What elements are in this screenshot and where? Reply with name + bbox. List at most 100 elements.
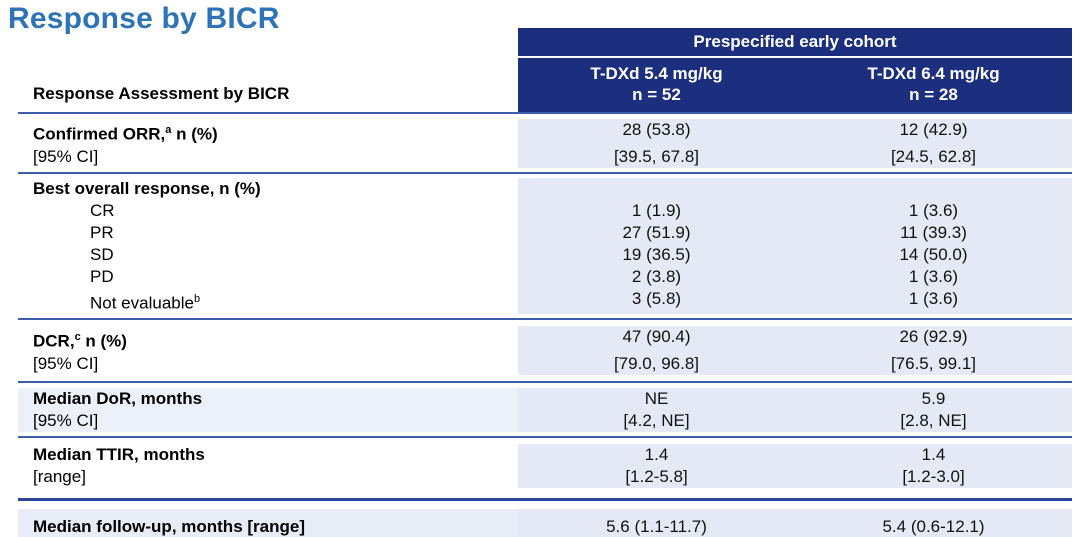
table-row-dcr: DCR,c n (%) 47 (90.4) 26 (92.9) [18, 326, 1072, 353]
value-6-4: [1.2-3.0] [795, 465, 1072, 488]
row-label: Confirmed ORR,a n (%) [18, 119, 518, 146]
table-row-pd: PD 2 (3.8) 1 (3.6) [18, 265, 1072, 288]
response-table: Response Assessment by BICR Prespecified… [18, 28, 1072, 537]
table-row-confirmed-orr: Confirmed ORR,a n (%) 28 (53.8) 12 (42.9… [18, 119, 1072, 146]
row-label-text: Not evaluable [90, 293, 194, 313]
value-5-4: 1.4 [518, 443, 795, 466]
table-row-median-ttir: Median TTIR, months 1.4 1.4 [18, 443, 1072, 466]
row-label-text: [range] [33, 466, 86, 486]
value-5-4: 47 (90.4) [518, 326, 795, 353]
row-label-text: Median TTIR, months [33, 444, 205, 464]
row-label-text: [95% CI] [33, 146, 99, 166]
row-label: [95% CI] [18, 146, 518, 168]
row-label-text: SD [90, 244, 114, 264]
column-header-n: n = 28 [909, 85, 958, 104]
cohort-header-panel: Prespecified early cohort T-DXd 5.4 mg/k… [518, 28, 1072, 112]
row-header-title: Response Assessment by BICR [18, 28, 518, 112]
value-5-4: [4.2, NE] [518, 409, 795, 432]
row-label: CR [18, 200, 518, 222]
column-header-tdxd-5-4: T-DXd 5.4 mg/kg n = 52 [518, 58, 795, 112]
table-row-not-evaluable: Not evaluableb 3 (5.8) 1 (3.6) [18, 287, 1072, 315]
row-label: DCR,c n (%) [18, 326, 518, 353]
row-label-text: [95% CI] [33, 410, 99, 430]
row-label: SD [18, 244, 518, 266]
row-label: Best overall response, n (%) [18, 178, 518, 200]
column-header-n: n = 52 [632, 85, 681, 104]
value-6-4: 26 (92.9) [795, 326, 1072, 353]
value-5-4: 1 (1.9) [518, 199, 795, 222]
row-label-text: PD [90, 266, 114, 286]
value-6-4: 1 (3.6) [795, 199, 1072, 222]
value-6-4: [2.8, NE] [795, 409, 1072, 432]
value-5-4: NE [518, 387, 795, 410]
table-header: Response Assessment by BICR Prespecified… [18, 28, 1072, 112]
row-label: PR [18, 222, 518, 244]
table-row-pr: PR 27 (51.9) 11 (39.3) [18, 221, 1072, 244]
spacer [18, 501, 1072, 509]
section-dcr: DCR,c n (%) 47 (90.4) 26 (92.9) [95% CI]… [18, 318, 1072, 381]
table-row-median-followup: Median follow-up, months [range] 5.6 (1.… [18, 508, 1072, 537]
value-5-4: 19 (36.5) [518, 243, 795, 266]
value-5-4: 5.6 (1.1-11.7) [518, 508, 795, 537]
row-label: [95% CI] [18, 353, 518, 375]
table-row-dcr-ci: [95% CI] [79.0, 96.8] [76.5, 99.1] [18, 352, 1072, 375]
value-6-4: 1 (3.6) [795, 265, 1072, 288]
table-row-sd: SD 19 (36.5) 14 (50.0) [18, 243, 1072, 266]
value-6-4: 1 (3.6) [795, 287, 1072, 315]
row-label-text: Confirmed ORR, [33, 124, 166, 144]
value-5-4: 28 (53.8) [518, 119, 795, 146]
row-label-text: n (%) [80, 331, 127, 351]
table-row-cr: CR 1 (1.9) 1 (3.6) [18, 199, 1072, 222]
table-row-bor-header: Best overall response, n (%) [18, 177, 1072, 200]
table-body: Confirmed ORR,a n (%) 28 (53.8) 12 (42.9… [18, 112, 1072, 501]
value-5-4: 27 (51.9) [518, 221, 795, 244]
table-row-orr-ci: [95% CI] [39.5, 67.8] [24.5, 62.8] [18, 145, 1072, 168]
row-label-text: n (%) [171, 124, 218, 144]
value-5-4: [39.5, 67.8] [518, 145, 795, 168]
footnote-marker: c [74, 331, 81, 344]
value-5-4 [518, 177, 795, 200]
value-5-4: 3 (5.8) [518, 287, 795, 315]
footnote-marker: a [165, 124, 172, 136]
row-label-text: DCR, [33, 331, 75, 351]
row-label: Median follow-up, months [range] [18, 508, 518, 537]
row-label-text: CR [90, 200, 115, 220]
value-6-4: [24.5, 62.8] [795, 145, 1072, 168]
row-label: PD [18, 266, 518, 288]
section-median-dor: Median DoR, months NE 5.9 [95% CI] [4.2,… [18, 380, 1072, 436]
value-5-4: [1.2-5.8] [518, 465, 795, 488]
row-label: Median DoR, months [18, 387, 518, 410]
column-header-tdxd-6-4: T-DXd 6.4 mg/kg n = 28 [795, 58, 1072, 112]
row-label-text: Best overall response, n (%) [33, 178, 261, 198]
column-header-dose: T-DXd 6.4 mg/kg [867, 64, 1000, 83]
row-label: Not evaluableb [18, 288, 518, 315]
section-median-ttir: Median TTIR, months 1.4 1.4 [range] [1.2… [18, 435, 1072, 501]
row-label: [95% CI] [18, 409, 518, 432]
value-6-4: [76.5, 99.1] [795, 352, 1072, 375]
value-6-4: 12 (42.9) [795, 119, 1072, 146]
table-row-median-dor: Median DoR, months NE 5.9 [18, 387, 1072, 410]
value-6-4: 1.4 [795, 443, 1072, 466]
row-header-title-label: Response Assessment by BICR [33, 84, 290, 103]
value-6-4: 14 (50.0) [795, 243, 1072, 266]
value-5-4: [79.0, 96.8] [518, 352, 795, 375]
footnote-marker: b [193, 292, 201, 305]
row-label-text: Median DoR, months [33, 388, 203, 408]
column-header-dose: T-DXd 5.4 mg/kg [590, 64, 723, 83]
cohort-group-header: Prespecified early cohort [518, 28, 1072, 58]
row-label: Median TTIR, months [18, 444, 518, 466]
section-best-overall-response: Best overall response, n (%) CR 1 (1.9) … [18, 171, 1072, 319]
table-row-dor-ci: [95% CI] [4.2, NE] [2.8, NE] [18, 409, 1072, 432]
table-row-ttir-range: [range] [1.2-5.8] [1.2-3.0] [18, 465, 1072, 488]
row-label-text: [95% CI] [33, 353, 99, 373]
row-label: [range] [18, 466, 518, 488]
value-6-4: 11 (39.3) [795, 221, 1072, 244]
section-confirmed-orr: Confirmed ORR,a n (%) 28 (53.8) 12 (42.9… [18, 114, 1072, 172]
value-6-4: 5.9 [795, 387, 1072, 410]
value-6-4: 5.4 (0.6-12.1) [795, 508, 1072, 537]
slide-title: Response by BICR [8, 2, 280, 35]
column-headers: T-DXd 5.4 mg/kg n = 52 T-DXd 6.4 mg/kg n… [518, 58, 1072, 112]
value-6-4 [795, 177, 1072, 200]
value-5-4: 2 (3.8) [518, 265, 795, 288]
row-label-text: PR [90, 222, 114, 242]
